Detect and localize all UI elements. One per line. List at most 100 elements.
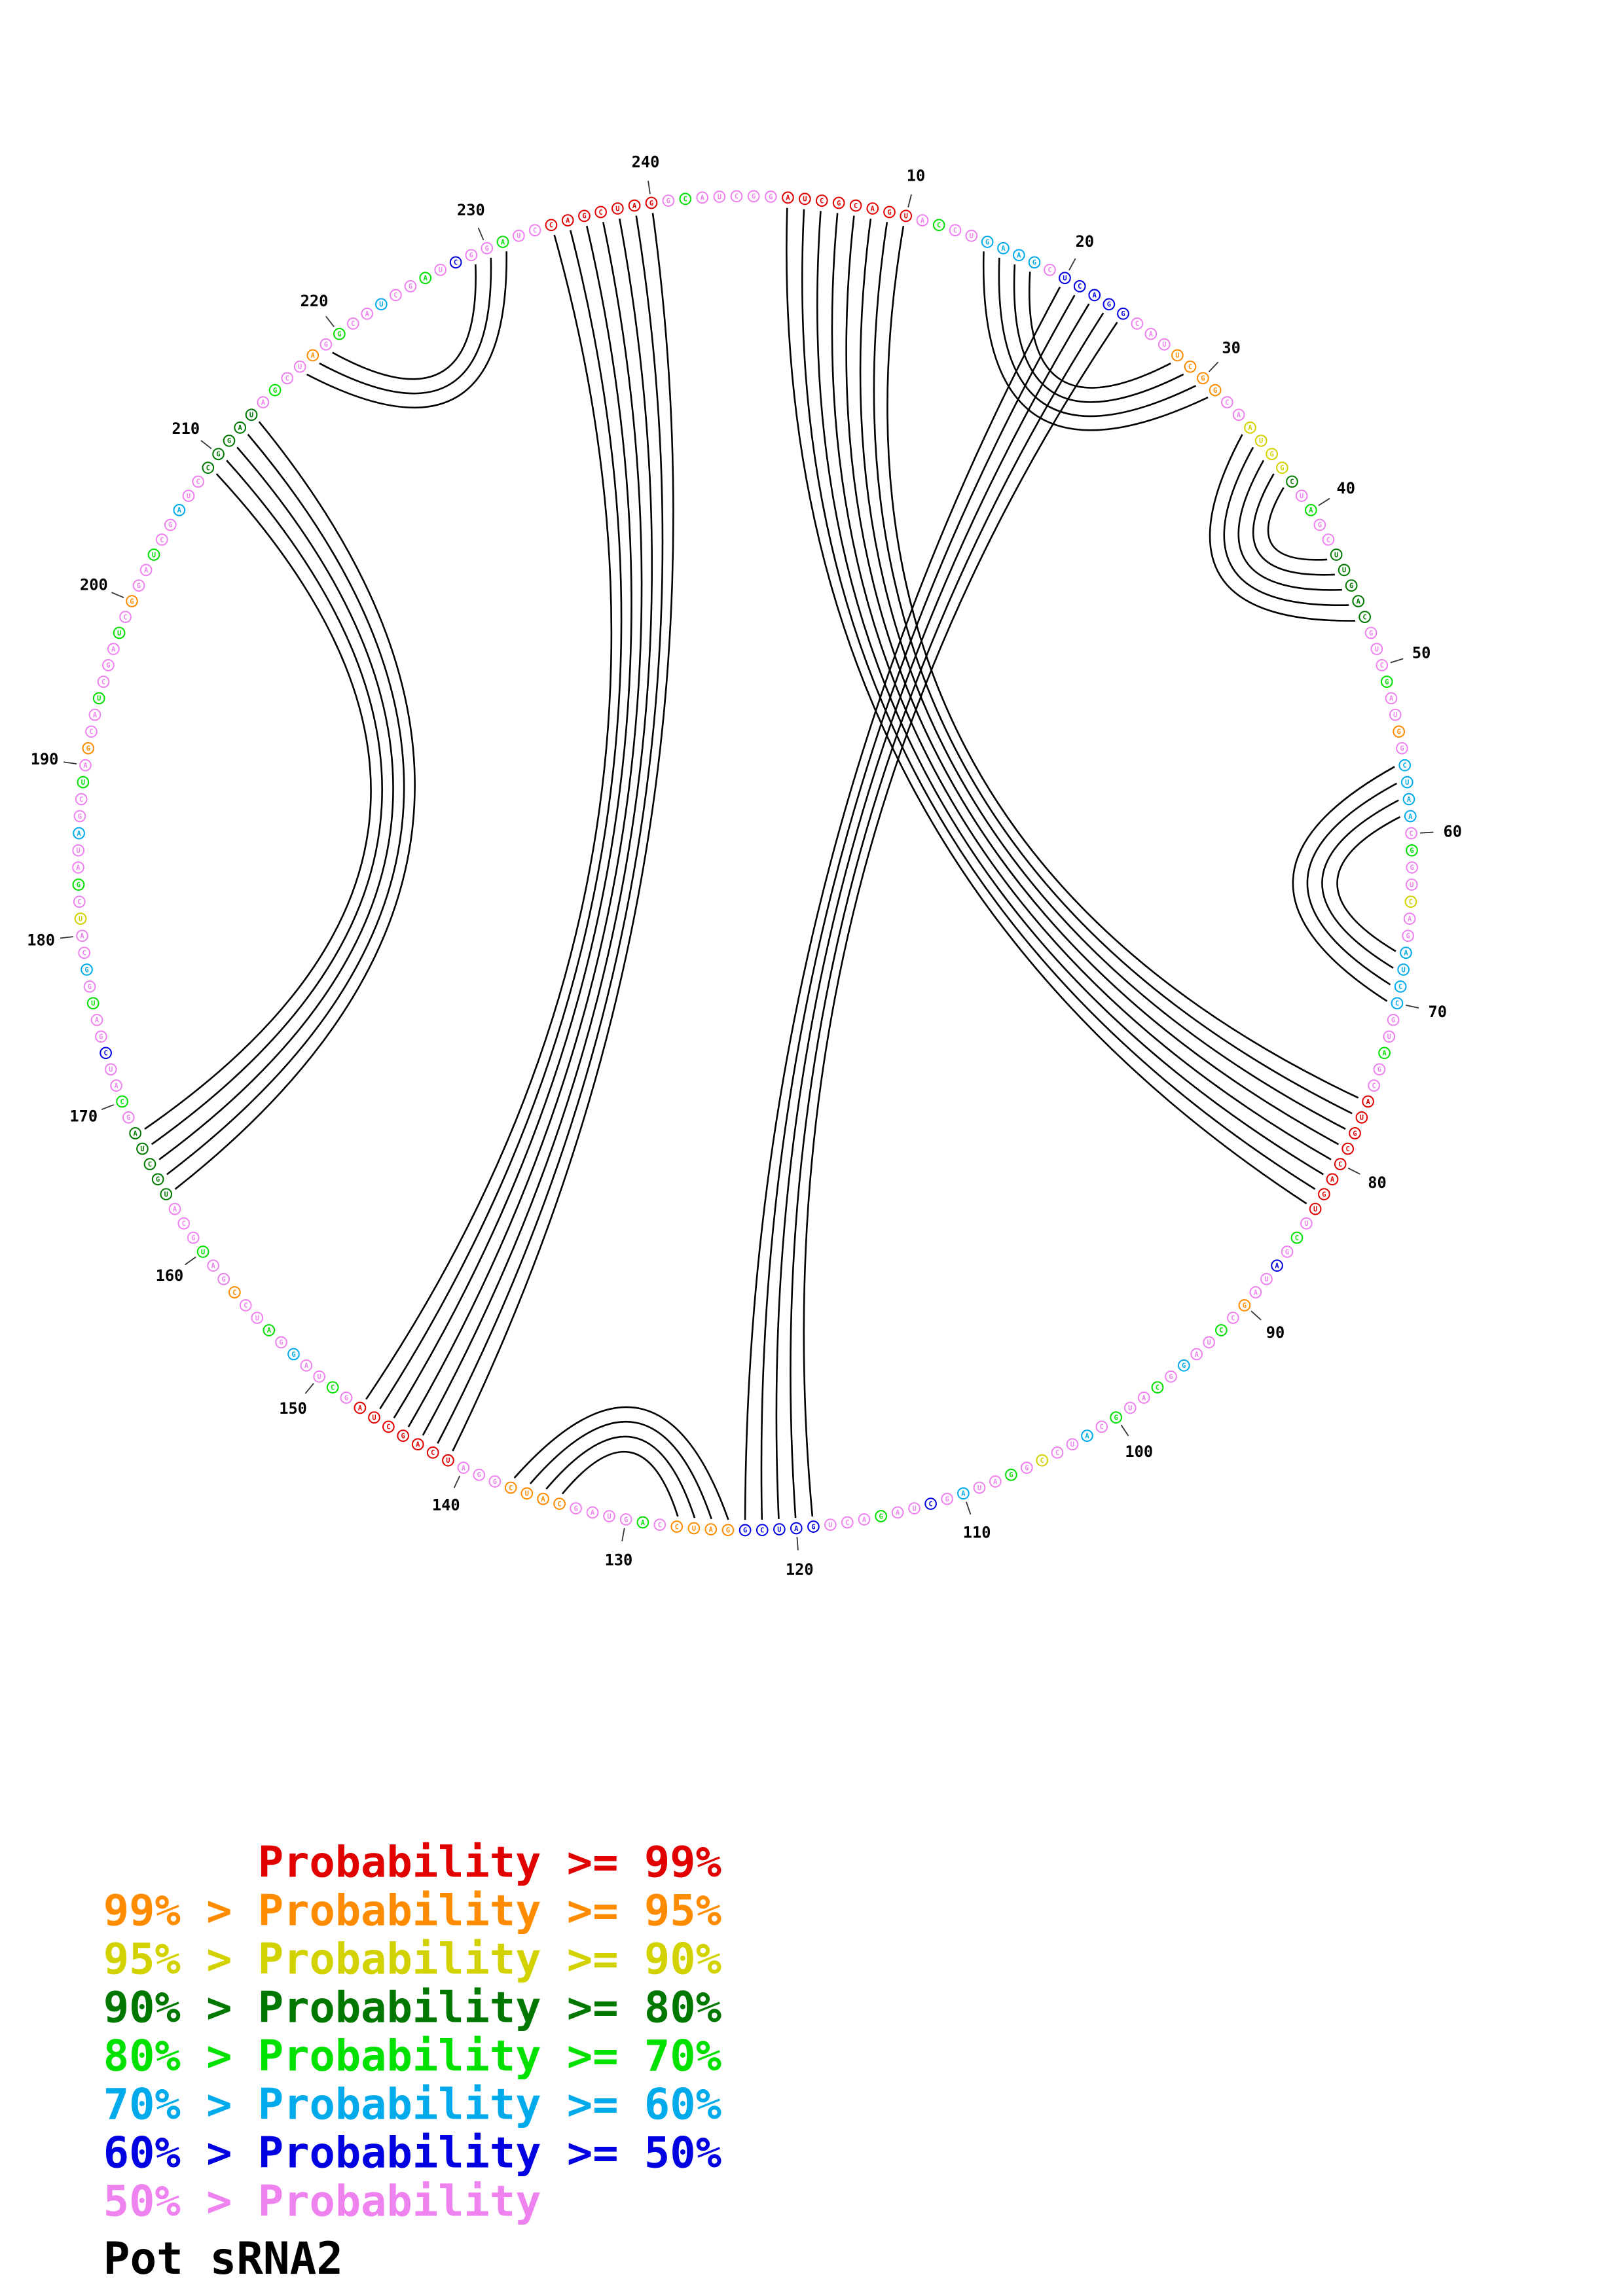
nucleotide-letter: A	[862, 1516, 867, 1524]
nucleotide-glyph: C	[1391, 997, 1404, 1010]
nucleotide-circle	[1300, 1217, 1313, 1230]
nucleotide-letter: C	[1346, 1145, 1350, 1153]
nucleotide-circle	[1276, 461, 1288, 475]
nucleotide-circle	[1403, 912, 1416, 925]
nucleotide-circle	[1404, 895, 1417, 908]
nucleotide-glyph: A	[790, 1522, 803, 1535]
nucleotide-glyph: C	[504, 1481, 517, 1494]
nucleotide-letter: A	[701, 194, 705, 202]
basepair-arc	[379, 230, 623, 1410]
nucleotide-glyph: G	[1406, 861, 1419, 874]
nucleotide-circle	[1295, 490, 1308, 502]
nucleotide-circle	[1020, 1462, 1033, 1474]
nucleotide-circle	[832, 196, 845, 209]
nucleotide-circle	[739, 1524, 752, 1537]
tick-line	[1347, 1167, 1360, 1175]
nucleotide-letter: A	[1357, 598, 1361, 605]
nucleotide-circle	[1036, 1454, 1049, 1467]
nucleotide-glyph: C	[239, 1299, 252, 1312]
nucleotide-circle	[545, 219, 558, 232]
nucleotide-circle	[119, 611, 132, 623]
nucleotide-circle	[81, 963, 93, 976]
nucleotide-letter: U	[1300, 492, 1304, 500]
nucleotide-glyph: C	[346, 317, 359, 330]
nucleotide-circle	[1103, 298, 1116, 311]
nucleotide-glyph: A	[300, 1359, 313, 1372]
nucleotide-glyph: U	[773, 1523, 786, 1535]
nucleotide-circle	[586, 1506, 599, 1519]
nucleotide-circle	[73, 810, 86, 823]
nucleotide-letter: G	[1025, 1464, 1029, 1472]
nucleotide-circle	[1359, 611, 1371, 623]
nucleotide-glyph: A	[1144, 327, 1158, 340]
nucleotide-glyph: U	[104, 1063, 117, 1076]
nucleotide-glyph: A	[916, 214, 929, 226]
tick-line	[1208, 361, 1219, 372]
nucleotide-circle	[1405, 878, 1418, 891]
nucleotide-letter: U	[1162, 341, 1166, 349]
tick-line	[647, 181, 651, 194]
nucleotide-circle	[1151, 1381, 1164, 1394]
nucleotide-circle	[187, 1231, 200, 1244]
nucleotide-letter: C	[845, 1519, 849, 1527]
nucleotide-circle	[1254, 435, 1267, 447]
nucleotide-circle	[900, 209, 913, 223]
nucleotide-letter: A	[80, 933, 84, 941]
nucleotide-circle	[1220, 396, 1233, 408]
nucleotide-circle	[281, 372, 294, 385]
nucleotide-circle	[1290, 1231, 1304, 1244]
nucleotide-glyph: U	[713, 190, 726, 203]
nucleotide-letter: U	[77, 847, 81, 855]
nucleotide-circle	[696, 191, 709, 204]
nucleotide-circle	[1338, 564, 1351, 577]
nucleotide-circle	[1209, 384, 1222, 397]
nucleotide-glyph: G	[1402, 929, 1414, 942]
nucleotide-glyph: G	[1028, 256, 1041, 269]
nucleotide-letter: G	[624, 1516, 628, 1524]
nucleotide-letter: A	[961, 1490, 966, 1498]
nucleotide-glyph: A	[696, 191, 709, 204]
nucleotide-circle	[1013, 249, 1025, 262]
nucleotide-circle	[160, 1188, 173, 1200]
nucleotide-glyph: C	[1290, 1231, 1304, 1244]
nucleotide-circle	[202, 461, 215, 475]
nucleotide-glyph: A	[173, 504, 186, 516]
nucleotide-circle	[419, 272, 432, 285]
nucleotide-glyph: U	[1405, 878, 1418, 891]
nucleotide-letter: C	[244, 1302, 247, 1310]
nucleotide-glyph: C	[1214, 1324, 1228, 1336]
probability-legend: Probability >= 99%99% > Probability >= 9…	[103, 1838, 721, 2227]
tick-label: 220	[301, 292, 329, 310]
nucleotide-letter: A	[365, 310, 370, 318]
nucleotide-glyph: C	[100, 1047, 112, 1060]
nucleotide-glyph: C	[228, 1286, 241, 1299]
nucleotide-glyph: G	[1380, 675, 1393, 688]
nucleotide-glyph: U	[86, 997, 100, 1010]
nucleotide-circle	[168, 1202, 181, 1215]
nucleotide-glyph: U	[77, 776, 90, 789]
nucleotide-circle	[287, 1348, 300, 1361]
nucleotide-glyph: A	[537, 1492, 549, 1505]
nucleotide-glyph: U	[513, 229, 525, 242]
nucleotide-letter: G	[837, 200, 841, 207]
nucleotide-glyph: A	[354, 1401, 367, 1414]
nucleotide-circle	[1370, 643, 1383, 655]
nucleotide-glyph: G	[570, 1502, 582, 1515]
tick-line	[60, 936, 74, 939]
nucleotide-letter: A	[1382, 1050, 1387, 1058]
nucleotide-glyph: A	[107, 643, 120, 655]
nucleotide-circle	[126, 595, 138, 607]
nucleotide-circle	[981, 236, 994, 248]
nucleotide-glyph: U	[442, 1454, 454, 1467]
nucleotide-circle	[374, 298, 388, 311]
tick-line	[64, 761, 77, 765]
nucleotide-letter: C	[1409, 830, 1413, 838]
nucleotide-glyph: C	[73, 895, 86, 908]
tick-line	[101, 1104, 115, 1111]
nucleotide-letter: U	[615, 205, 619, 213]
nucleotide-letter: G	[337, 331, 341, 338]
nucleotide-glyph: C	[116, 1095, 128, 1108]
nucleotide-circle	[411, 1438, 424, 1451]
basepair-arc	[998, 257, 1197, 418]
nucleotide-glyph: U	[1158, 338, 1171, 351]
